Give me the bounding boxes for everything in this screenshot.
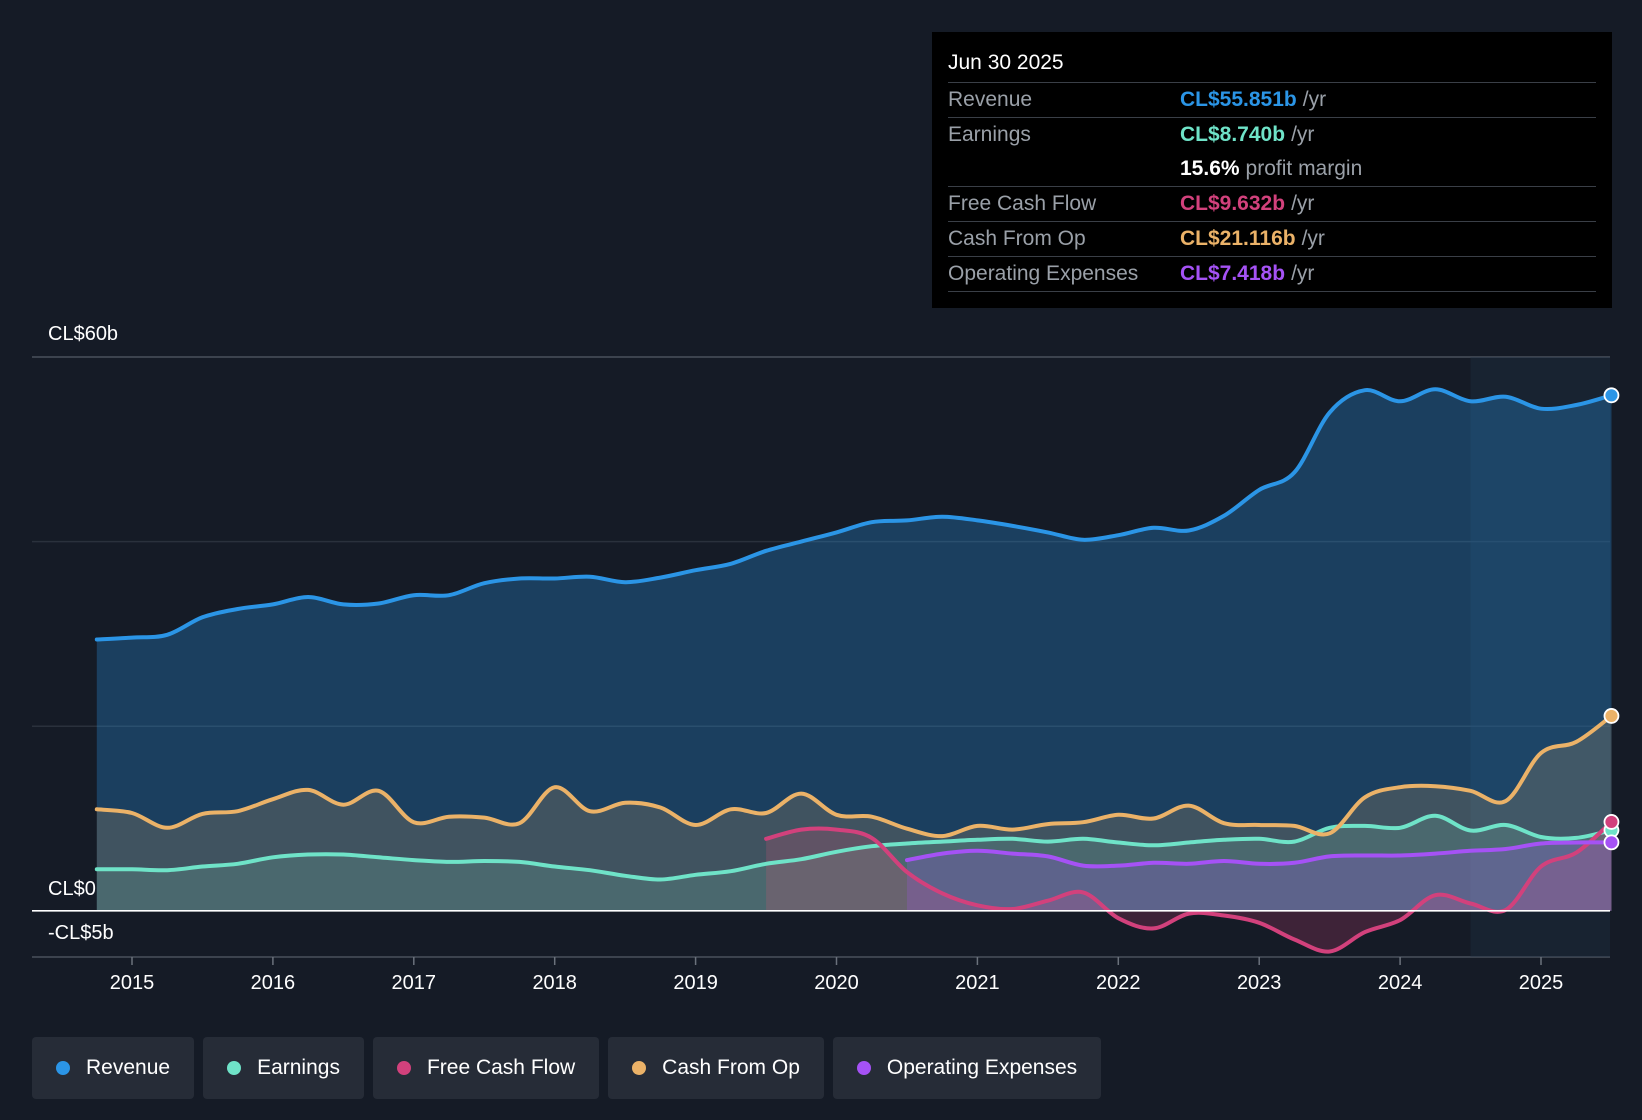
tooltip-value: 15.6%	[1180, 157, 1240, 180]
x-tick-label: 2024	[1378, 972, 1423, 994]
legend-label: Earnings	[257, 1056, 340, 1079]
tooltip-label: Revenue	[948, 88, 1033, 111]
tooltip-row-profit-margin: 15.6% profit margin	[948, 152, 1596, 187]
tooltip-date: Jun 30 2025	[948, 48, 1596, 83]
x-tick-label: 2025	[1519, 972, 1564, 994]
y-tick-label-negative: -CL$5b	[48, 922, 114, 944]
legend-item-operating-expenses[interactable]: Operating Expenses	[832, 1037, 1102, 1099]
earnings-line	[94, 813, 1614, 882]
operating-expenses-end-marker	[1603, 834, 1620, 851]
legend-label: Revenue	[86, 1056, 171, 1079]
y-tick-label-top: CL$60b	[48, 323, 118, 345]
tooltip-unit: /yr	[1302, 88, 1327, 111]
tooltip-unit: /yr	[1291, 262, 1315, 285]
legend-label: Operating Expenses	[886, 1056, 1078, 1079]
legend-dot-icon	[632, 1061, 647, 1075]
series-lines	[94, 387, 1614, 954]
x-tick-label: 2016	[251, 972, 296, 994]
x-tick-label: 2023	[1237, 972, 1282, 994]
tooltip-value: CL$55.851b	[1180, 88, 1297, 111]
tooltip-value: CL$21.116b	[1180, 227, 1296, 250]
legend-item-free-cash-flow[interactable]: Free Cash Flow	[372, 1037, 600, 1099]
y-tick-label-zero: CL$0	[48, 878, 96, 900]
x-tick-label: 2018	[532, 972, 577, 994]
operating-expenses-line	[905, 840, 1614, 869]
series-end-markers	[1603, 387, 1620, 851]
revenue-line	[94, 387, 1614, 642]
tooltip-value: CL$8.740b	[1180, 123, 1286, 146]
x-tick-label: 2019	[673, 972, 718, 994]
legend-dot-icon	[56, 1061, 70, 1075]
legend-dot-icon	[227, 1061, 242, 1075]
tooltip-label	[948, 152, 1180, 186]
x-tick-label: 2017	[392, 972, 437, 994]
tooltip-label: Free Cash Flow	[948, 192, 1097, 215]
tooltip-row-revenue: Revenue CL$55.851b /yr	[948, 83, 1596, 118]
tooltip-label: Earnings	[948, 123, 1031, 146]
x-tick-label: 2021	[955, 972, 1000, 994]
tooltip-unit: profit margin	[1245, 157, 1363, 180]
legend-label: Free Cash Flow	[426, 1056, 576, 1079]
tooltip-panel: Jun 30 2025 Revenue CL$55.851b /yr Earni…	[932, 32, 1612, 308]
free-cash-flow-line	[764, 819, 1614, 954]
x-tick-label: 2020	[814, 972, 859, 994]
free-cash-flow-end-marker	[1603, 814, 1620, 830]
legend-item-cash-from-op[interactable]: Cash From Op	[608, 1037, 824, 1099]
x-tick-label: 2015	[110, 972, 155, 994]
series-areas	[96, 389, 1612, 952]
tooltip-row-cash-from-op: Cash From Op CL$21.116b /yr	[948, 222, 1596, 257]
tooltip-label: Operating Expenses	[948, 262, 1139, 285]
tooltip-unit: /yr	[1301, 227, 1325, 250]
cash-from-op-end-marker	[1603, 708, 1620, 724]
tooltip-unit: /yr	[1291, 192, 1315, 215]
gridlines	[32, 356, 1610, 958]
tooltip-row-free-cash-flow: Free Cash Flow CL$9.632b /yr	[948, 187, 1596, 222]
tooltip-row-operating-expenses: Operating Expenses CL$7.418b /yr	[948, 257, 1596, 292]
legend-item-earnings[interactable]: Earnings	[203, 1037, 364, 1099]
legend: Revenue Earnings Free Cash Flow Cash Fro…	[32, 1037, 1102, 1099]
cash-from-op-line	[94, 713, 1614, 839]
x-axis: 2015 2016 2017 2018 2019 2020 2021 2022 2023 2024…	[110, 957, 1564, 994]
revenue-area	[96, 389, 1612, 911]
tooltip-row-earnings: Earnings CL$8.740b /yr	[948, 118, 1596, 152]
tooltip-value: CL$7.418b	[1180, 262, 1286, 285]
legend-label: Cash From Op	[662, 1056, 800, 1079]
forecast-shade	[1470, 357, 1610, 957]
tooltip-label: Cash From Op	[948, 227, 1086, 250]
tooltip-unit: /yr	[1291, 123, 1315, 146]
legend-dot-icon	[856, 1061, 871, 1075]
tooltip-value: CL$9.632b	[1180, 192, 1286, 215]
revenue-end-marker	[1603, 387, 1620, 404]
x-tick-label: 2022	[1096, 972, 1141, 994]
legend-item-revenue[interactable]: Revenue	[32, 1037, 195, 1099]
legend-dot-icon	[396, 1061, 411, 1075]
